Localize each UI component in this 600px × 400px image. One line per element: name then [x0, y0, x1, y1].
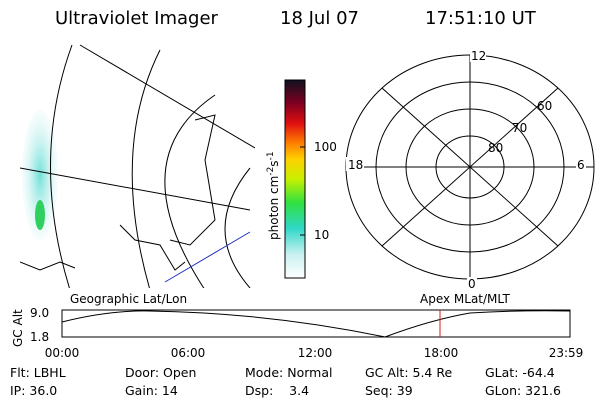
time-label: 00:00: [45, 346, 80, 360]
time: 17:51:10 UT: [425, 8, 537, 29]
label-text: s: [267, 160, 281, 166]
date: 18 Jul 07: [280, 8, 359, 29]
coastline: [169, 114, 216, 246]
label-bg: [470, 48, 486, 62]
axis-label: GC Alt: [11, 309, 25, 347]
timeline-right-title: Apex MLat/MLT: [420, 292, 510, 306]
spoke: [381, 87, 559, 247]
hour-label: 0: [468, 277, 476, 291]
info-field: Gain: 14: [125, 383, 178, 398]
info-field: Mode: Normal: [245, 365, 332, 380]
info-field: GC Alt: 5.4 Re: [365, 365, 452, 380]
y-label: 1.8: [30, 330, 49, 344]
track: [164, 231, 251, 283]
info-panel: Flt: LBHL Door: Open Mode: Normal GC Alt: 5…: [10, 365, 561, 398]
info-field: GLat: -64.4: [485, 365, 555, 380]
label-bg: [346, 157, 364, 171]
coastline: [20, 261, 76, 271]
altitude-curve: [61, 310, 571, 338]
hour-label: 12: [471, 49, 486, 63]
timeline-box: [61, 309, 571, 338]
timeline-left-title: Geographic Lat/Lon: [70, 292, 187, 306]
info-field: IP: 36.0: [10, 383, 57, 398]
info-field: Dsp: 3.4: [245, 383, 309, 398]
polar-grid: [345, 54, 595, 280]
label-exp: -1: [266, 151, 276, 160]
meridian: [50, 44, 73, 288]
lat-label: 60: [537, 99, 552, 113]
time-label: 12:00: [298, 346, 333, 360]
time-label: 18:00: [424, 346, 459, 360]
meridian: [79, 44, 255, 149]
parallel: [164, 94, 216, 288]
colorbar-tick-label: 100: [314, 140, 337, 154]
colorbar-tick-label: 10: [314, 228, 329, 242]
aurora: [22, 110, 58, 240]
hour-label: 6: [577, 158, 585, 172]
info-field: Flt: LBHL: [10, 365, 66, 380]
hour-label: 18: [348, 158, 363, 172]
coastline: [119, 224, 186, 271]
label-bg: [467, 277, 477, 290]
meridian: [131, 49, 161, 288]
label-exp: -2: [266, 167, 276, 176]
info-field: GLon: 321.6: [485, 383, 561, 398]
label-text: photon cm: [267, 176, 281, 240]
parallel: [224, 167, 251, 288]
info-field: Seq: 39: [365, 383, 413, 398]
y-label: 9.0: [30, 306, 49, 320]
map: [20, 44, 255, 288]
lat-label: 80: [488, 141, 503, 155]
colorbar: [284, 79, 306, 279]
time-label: 23:59: [549, 346, 584, 360]
title: Ultraviolet Imager: [55, 8, 219, 29]
info-field: Door: Open: [125, 365, 196, 380]
label-bg: [576, 157, 586, 171]
aurora-bright: [35, 200, 45, 230]
time-label: 06:00: [171, 346, 206, 360]
lat-label: 70: [512, 121, 527, 135]
colorbar-label: photon cm-2s-1: [266, 151, 281, 240]
